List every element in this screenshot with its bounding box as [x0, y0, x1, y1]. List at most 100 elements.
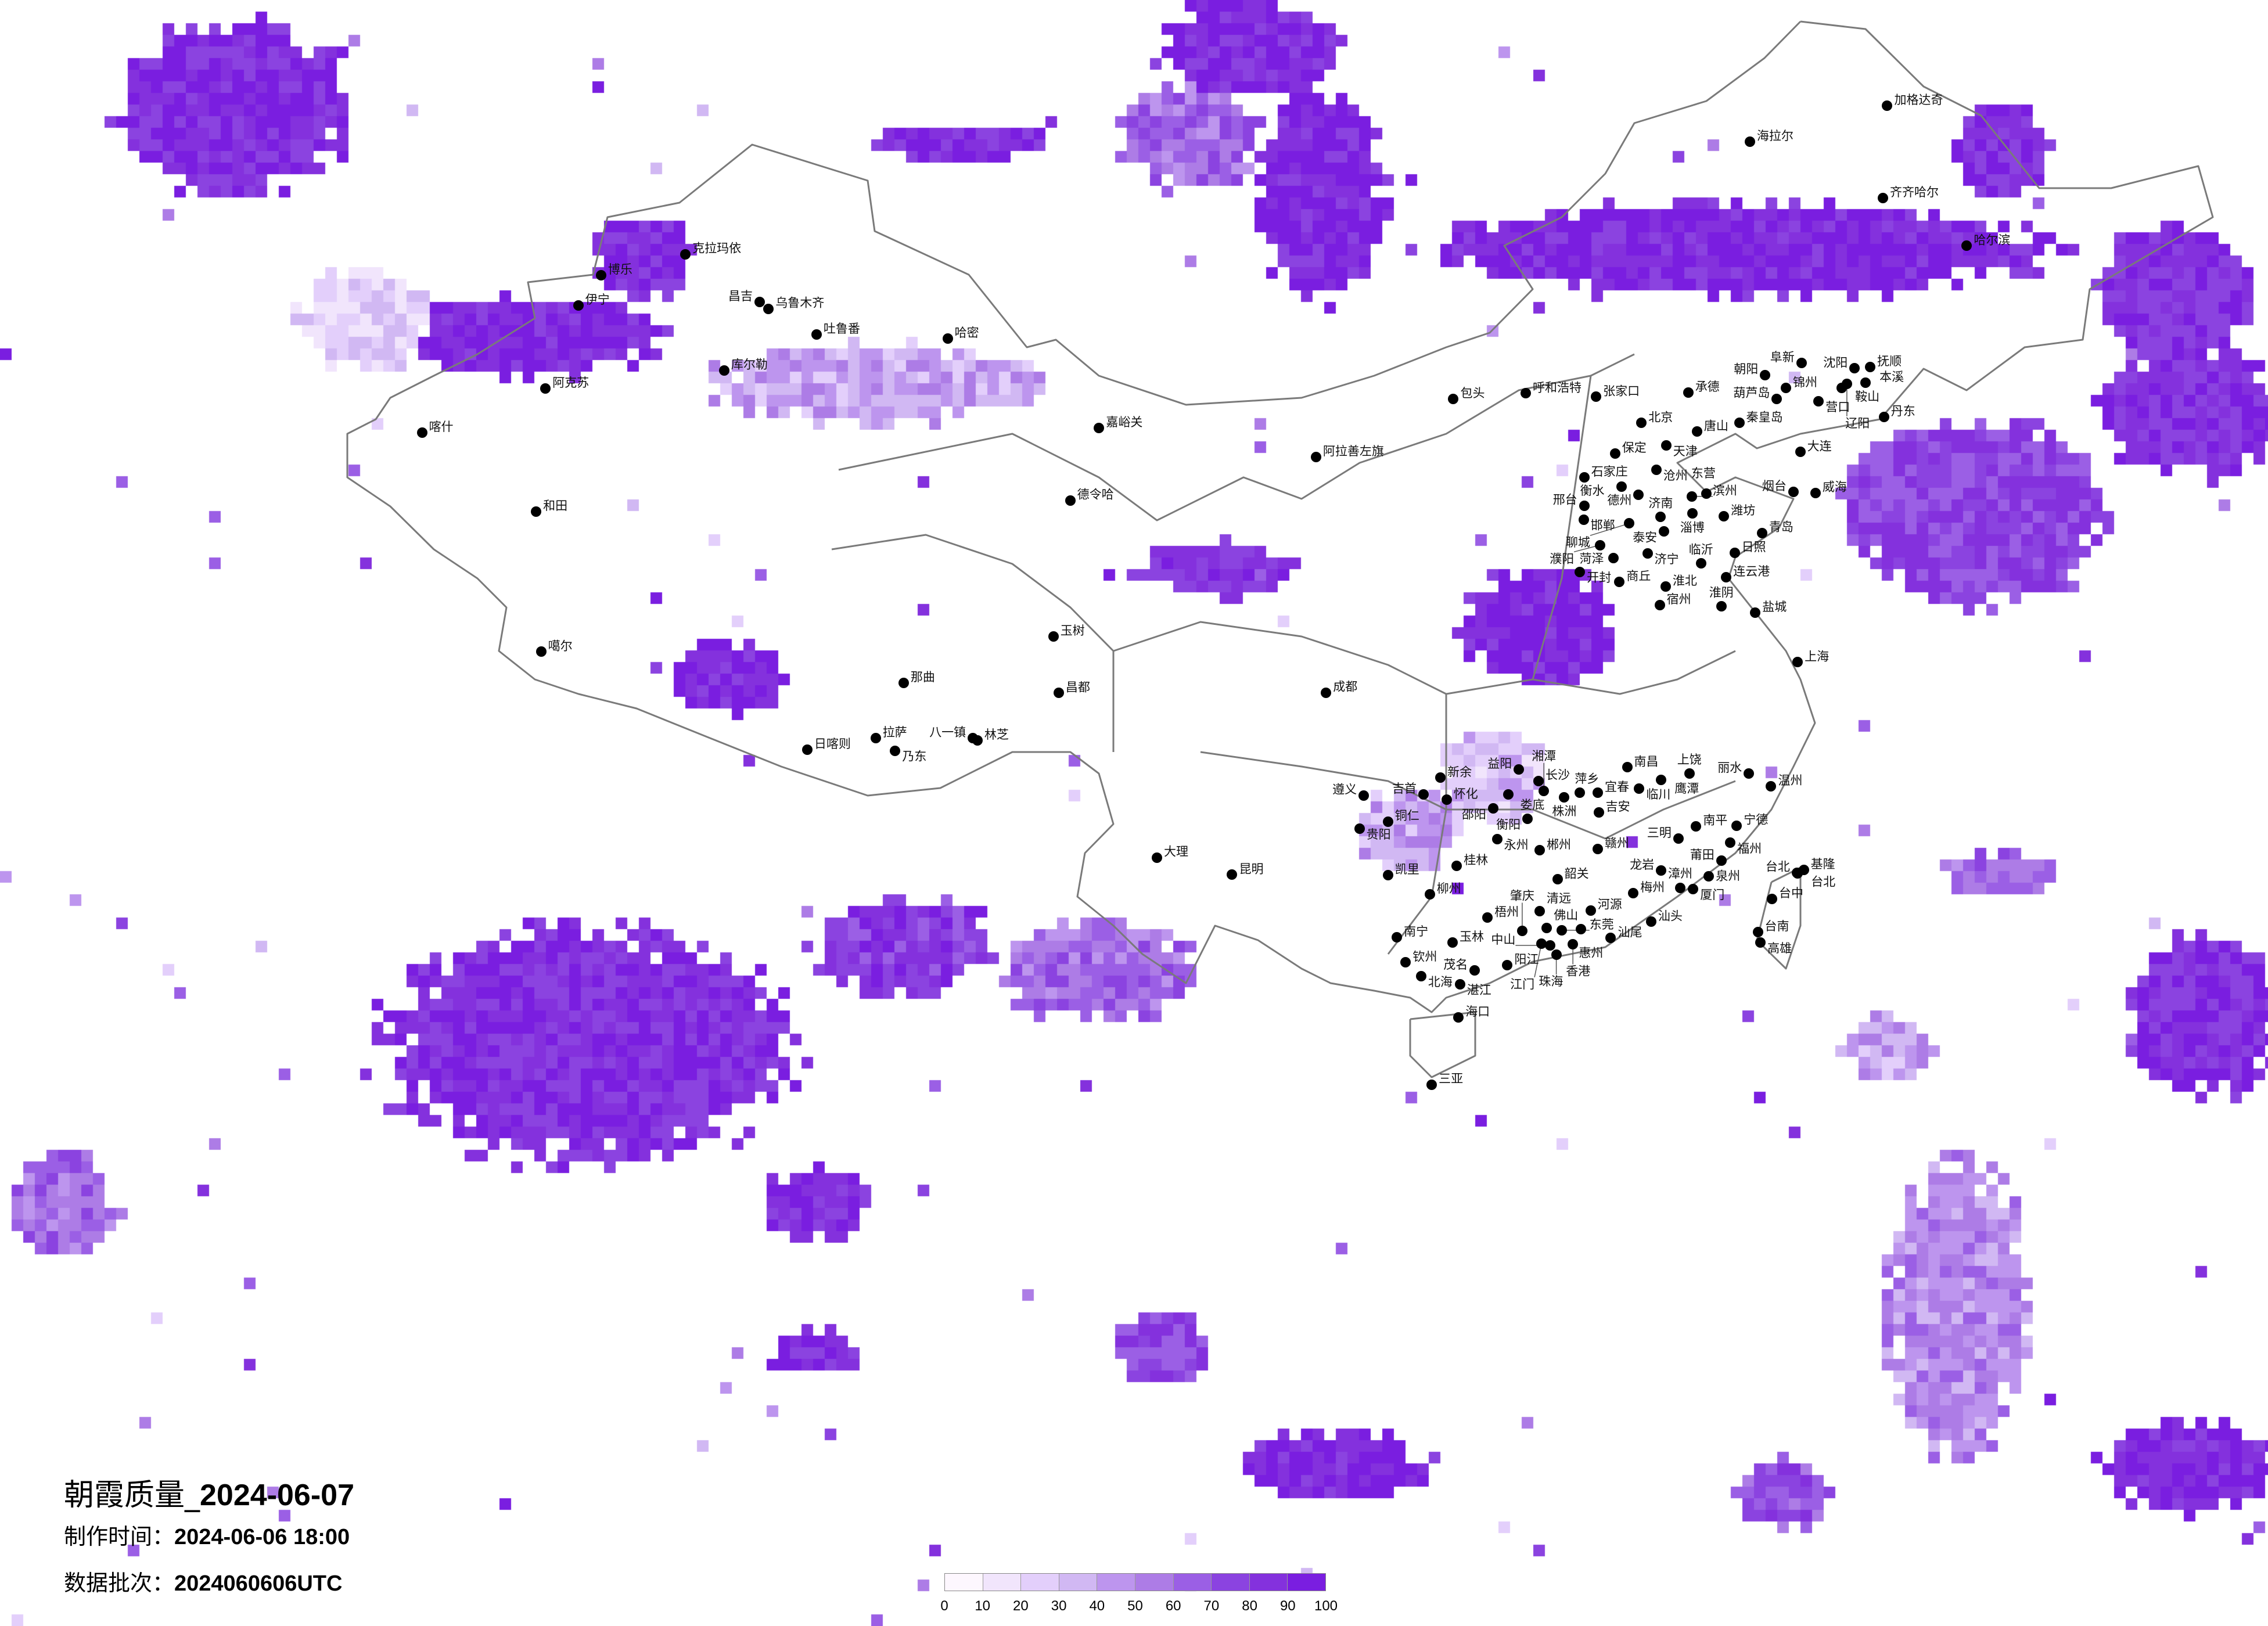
city-dot-icon — [1878, 193, 1888, 203]
city-dot-icon — [1810, 488, 1821, 498]
city-label: 宿州 — [1667, 592, 1691, 606]
border-line — [1409, 1011, 1476, 1078]
city-marker: 盐城 — [1750, 600, 1787, 618]
city-marker: 江门 — [1510, 938, 1547, 991]
city-label: 库尔勒 — [731, 358, 768, 372]
city-label: 衡水 — [1580, 484, 1605, 498]
city-label: 沈阳 — [1823, 355, 1848, 369]
city-dot-icon — [680, 249, 691, 260]
city-label: 东莞 — [1590, 918, 1614, 931]
city-marker: 吉首 — [1392, 782, 1429, 800]
city-dot-icon — [1492, 834, 1503, 844]
city-label: 北海 — [1428, 975, 1453, 989]
city-dot-icon — [1781, 383, 1791, 393]
city-dot-icon — [1435, 772, 1446, 783]
city-dot-icon — [1730, 548, 1740, 558]
city-label: 博乐 — [608, 262, 632, 276]
city-marker: 怀化 — [1442, 787, 1478, 805]
city-dot-icon — [898, 678, 909, 688]
city-label: 朝阳 — [1734, 362, 1758, 376]
city-label: 邵阳 — [1462, 807, 1486, 821]
city-label: 吉安 — [1606, 800, 1630, 814]
city-label: 汕头 — [1658, 909, 1683, 923]
city-dot-icon — [1533, 776, 1544, 786]
city-dot-icon — [811, 329, 822, 340]
city-marker: 阳江 — [1502, 952, 1539, 970]
city-dot-icon — [1579, 515, 1589, 525]
city-marker: 济南 — [1648, 496, 1673, 522]
city-dot-icon — [1534, 845, 1545, 855]
city-dot-icon — [802, 744, 813, 755]
city-dot-icon — [1731, 821, 1742, 831]
city-label: 衡阳 — [1496, 818, 1521, 832]
city-marker: 遵义 — [1332, 783, 1369, 801]
city-dot-icon — [1656, 865, 1666, 876]
city-marker: 衡阳 — [1496, 814, 1533, 832]
city-marker: 钦州 — [1400, 949, 1437, 967]
city-label: 临沂 — [1689, 542, 1713, 556]
city-label: 郴州 — [1547, 837, 1571, 851]
city-label: 海拉尔 — [1757, 129, 1793, 143]
city-label: 昌吉 — [728, 289, 753, 303]
city-dot-icon — [1725, 837, 1735, 848]
city-dot-icon — [1750, 607, 1760, 618]
city-label: 包头 — [1461, 386, 1485, 400]
city-label: 沧州 — [1663, 469, 1688, 483]
city-label: 唐山 — [1704, 419, 1728, 433]
city-label: 三亚 — [1439, 1072, 1463, 1086]
city-marker: 泰安 — [1633, 526, 1669, 544]
city-dot-icon — [1687, 508, 1698, 519]
city-dot-icon — [1502, 960, 1512, 970]
legend-swatch — [1249, 1574, 1288, 1591]
city-label: 濮阳 — [1550, 552, 1574, 566]
city-dot-icon — [1575, 567, 1585, 577]
city-dot-icon — [1595, 540, 1605, 551]
city-marker: 八一镇 — [929, 725, 978, 743]
city-marker: 大连 — [1795, 439, 1832, 457]
city-dot-icon — [1545, 940, 1555, 951]
city-dot-icon — [890, 746, 900, 756]
city-label: 菏泽 — [1580, 552, 1604, 566]
city-dot-icon — [1692, 426, 1702, 437]
city-marker: 厦门 — [1688, 884, 1724, 902]
city-marker: 娄底 — [1503, 789, 1544, 812]
city-label: 台北 — [1811, 875, 1835, 889]
city-dot-icon — [1696, 558, 1706, 569]
city-label: 商丘 — [1626, 569, 1651, 583]
city-marker: 大理 — [1152, 845, 1188, 863]
city-dot-icon — [1795, 447, 1806, 457]
city-dot-icon — [1734, 418, 1745, 428]
city-dot-icon — [1426, 1080, 1437, 1090]
city-label: 丽水 — [1717, 761, 1742, 775]
city-dot-icon — [1552, 874, 1563, 884]
city-marker: 吐鲁番 — [811, 322, 860, 340]
city-marker: 阿克苏 — [540, 376, 589, 394]
city-marker: 河源 — [1586, 898, 1622, 916]
city-marker: 龙岩 — [1630, 858, 1666, 876]
city-dot-icon — [1721, 572, 1731, 582]
city-dot-icon — [1771, 394, 1782, 404]
city-label: 桂林 — [1464, 853, 1488, 867]
city-dot-icon — [1610, 448, 1620, 459]
city-dot-icon — [1622, 762, 1633, 772]
city-dot-icon — [1579, 501, 1590, 511]
city-dot-icon — [1616, 481, 1627, 492]
city-dot-icon — [1633, 490, 1644, 500]
city-marker: 库尔勒 — [719, 358, 768, 376]
city-label: 乌鲁木齐 — [775, 296, 824, 310]
city-dot-icon — [1488, 803, 1498, 814]
city-dot-icon — [1796, 358, 1807, 368]
legend-tick-label: 40 — [1089, 1598, 1105, 1614]
city-label: 德州 — [1607, 494, 1631, 508]
city-marker: 新余 — [1435, 765, 1472, 783]
city-marker: 承德 — [1683, 380, 1720, 398]
city-marker: 阜新 — [1770, 350, 1807, 368]
city-dot-icon — [1659, 526, 1669, 537]
city-marker: 邯郸 — [1579, 515, 1615, 533]
city-dot-icon — [1792, 868, 1803, 879]
city-dot-icon — [1455, 979, 1465, 990]
production-time-value: 2024-06-06 18:00 — [174, 1525, 350, 1549]
city-dot-icon — [1614, 577, 1624, 587]
city-label: 赣州 — [1605, 836, 1629, 850]
